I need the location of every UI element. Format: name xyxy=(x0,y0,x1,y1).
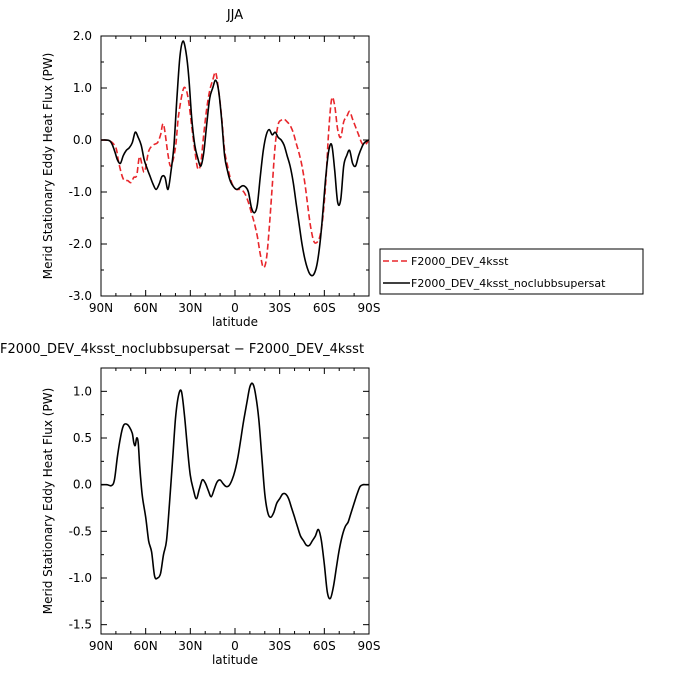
y-tick-label: 1.0 xyxy=(73,384,92,398)
panel-title: JJA xyxy=(226,8,243,23)
x-tick-label: 60S xyxy=(313,301,336,315)
x-axis-title: latitude xyxy=(212,315,258,329)
x-tick-label: 30N xyxy=(178,639,202,653)
x-tick-label: 90N xyxy=(89,301,113,315)
y-tick-label: 1.0 xyxy=(73,81,92,95)
y-tick-label: -2.0 xyxy=(69,237,92,251)
x-tick-label: 30S xyxy=(268,639,291,653)
y-tick-label: -1.0 xyxy=(69,185,92,199)
y-tick-label: -1.5 xyxy=(69,618,92,632)
x-tick-label: 90N xyxy=(89,639,113,653)
x-tick-label: 0 xyxy=(231,301,239,315)
x-tick-label: 60N xyxy=(134,639,158,653)
x-tick-label: 30N xyxy=(178,301,202,315)
x-tick-label: 60S xyxy=(313,639,336,653)
x-tick-label: 30S xyxy=(268,301,291,315)
y-tick-label: 0.0 xyxy=(73,478,92,492)
y-tick-label: 2.0 xyxy=(73,29,92,43)
y-tick-label: -3.0 xyxy=(69,289,92,303)
legend-label-1: F2000_DEV_4ksst xyxy=(411,255,509,268)
series-line-1-2 xyxy=(100,40,370,277)
x-axis-title: latitude xyxy=(212,653,258,667)
y-tick-label: 0.0 xyxy=(73,133,92,147)
y-axis-title: Merid Stationary Eddy Heat Flux (PW) xyxy=(41,53,55,280)
series-line-1-1 xyxy=(100,71,370,269)
legend-label-2: F2000_DEV_4ksst_noclubbsupersat xyxy=(411,277,606,290)
series-line-2-1 xyxy=(100,382,369,600)
panel-title: F2000_DEV_4ksst_noclubbsupersat − F2000_… xyxy=(0,342,364,357)
x-tick-label: 60N xyxy=(134,301,158,315)
x-tick-label: 90S xyxy=(358,301,381,315)
plot-frame-1 xyxy=(100,35,370,297)
y-axis-title: Merid Stationary Eddy Heat Flux (PW) xyxy=(41,388,55,615)
x-tick-label: 90S xyxy=(358,639,381,653)
y-tick-label: 0.5 xyxy=(73,431,92,445)
y-tick-label: -0.5 xyxy=(69,524,92,538)
y-tick-label: -1.0 xyxy=(69,571,92,585)
x-tick-label: 0 xyxy=(231,639,239,653)
plot-frame-2 xyxy=(100,367,370,635)
legend-box xyxy=(379,248,644,295)
